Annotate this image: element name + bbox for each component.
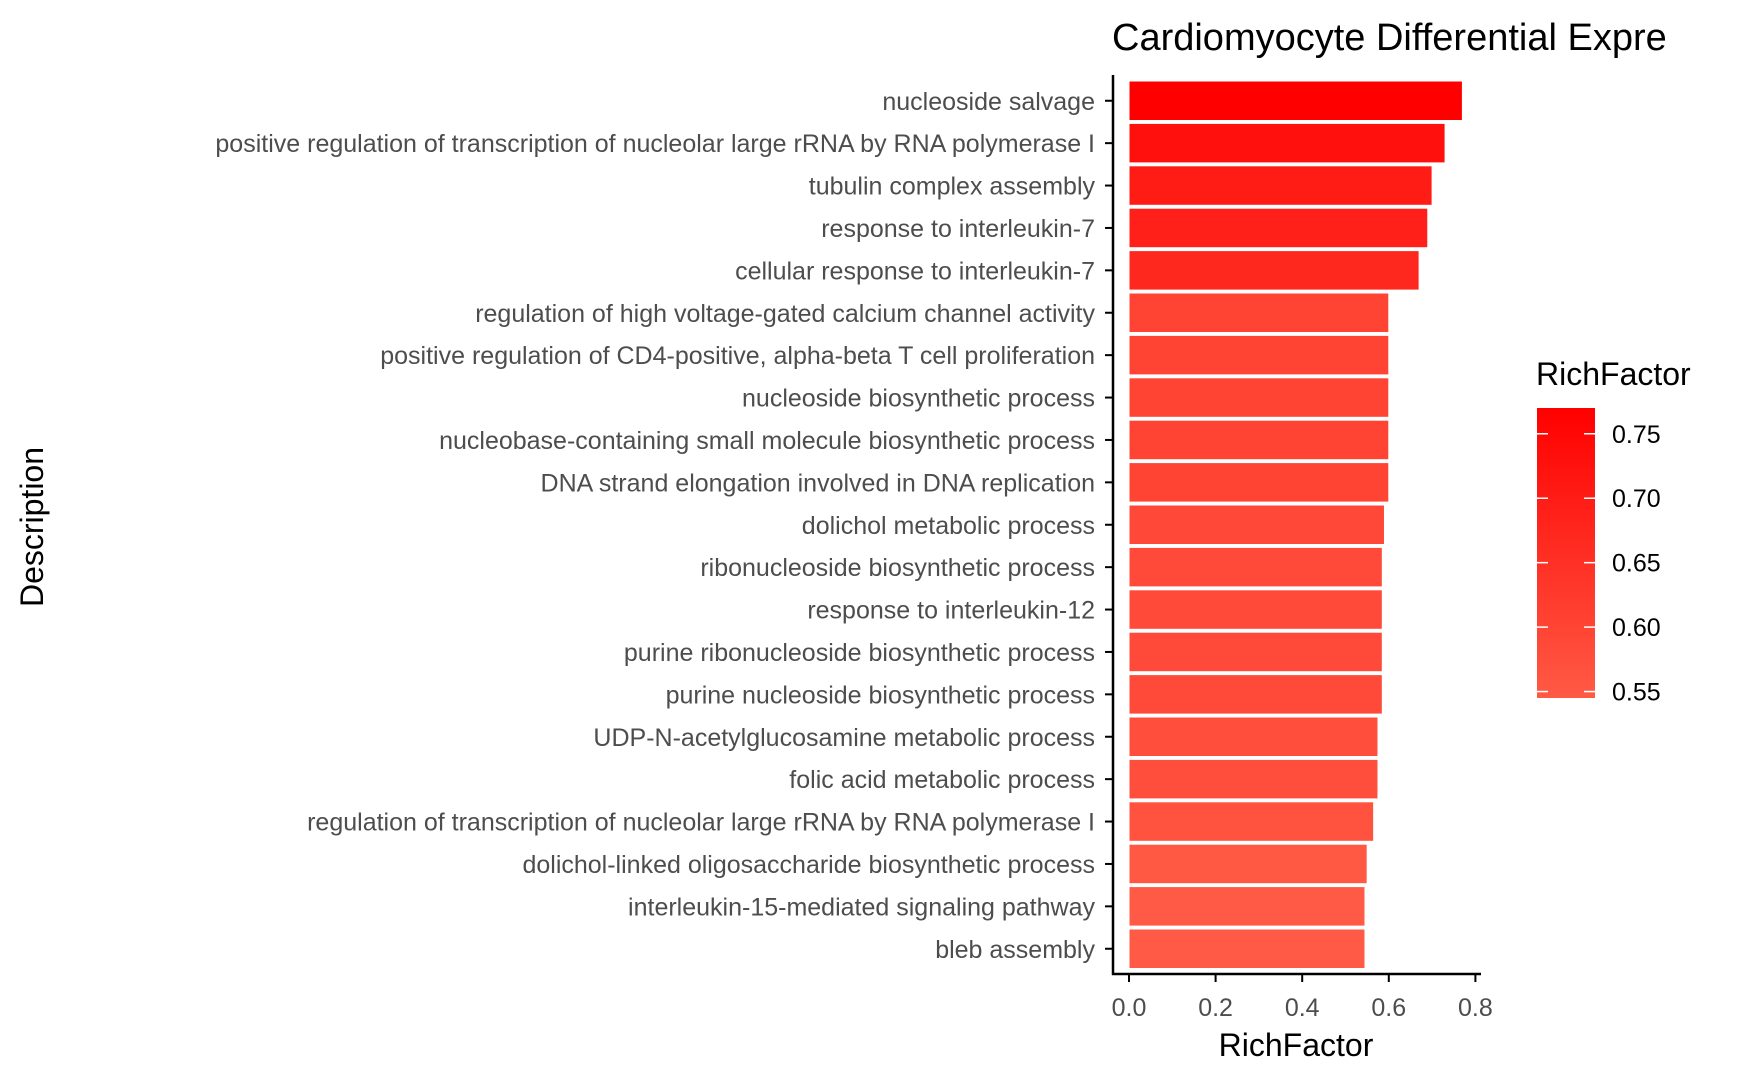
category-label: purine ribonucleoside biosynthetic proce… bbox=[624, 639, 1095, 667]
x-tick-label: 0.4 bbox=[1285, 994, 1320, 1022]
category-label: UDP-N-acetylglucosamine metabolic proces… bbox=[593, 724, 1095, 752]
bar bbox=[1128, 504, 1385, 545]
legend-label: 0.60 bbox=[1612, 614, 1661, 642]
category-label: interleukin-15-mediated signaling pathwa… bbox=[628, 893, 1095, 921]
bars-layer bbox=[1128, 80, 1463, 969]
category-label: regulation of transcription of nucleolar… bbox=[307, 809, 1095, 837]
category-label: positive regulation of CD4-positive, alp… bbox=[380, 342, 1095, 370]
bar bbox=[1128, 928, 1366, 969]
category-label: purine nucleoside biosynthetic process bbox=[666, 681, 1095, 709]
category-label: cellular response to interleukin-7 bbox=[735, 257, 1095, 285]
category-label: DNA strand elongation involved in DNA re… bbox=[541, 469, 1095, 497]
category-label: nucleoside salvage bbox=[882, 88, 1095, 116]
bar bbox=[1128, 589, 1383, 630]
bar bbox=[1128, 546, 1383, 588]
category-label: nucleoside biosynthetic process bbox=[742, 385, 1095, 413]
category-label: tubulin complex assembly bbox=[809, 173, 1096, 201]
category-labels: nucleoside salvage positive regulation of… bbox=[215, 88, 1095, 964]
category-label: nucleobase-containing small molecule bio… bbox=[439, 427, 1095, 455]
x-axis-title: RichFactor bbox=[1219, 1027, 1374, 1063]
chart-title: Cardiomyocyte Differential Expre bbox=[1112, 17, 1667, 59]
category-label: positive regulation of transcription of … bbox=[215, 130, 1095, 158]
category-label: dolichol metabolic process bbox=[802, 512, 1095, 540]
bar bbox=[1128, 462, 1390, 503]
bar bbox=[1128, 758, 1379, 800]
x-tick-label: 0.0 bbox=[1112, 994, 1147, 1022]
category-label: dolichol-linked oligosaccharide biosynth… bbox=[522, 851, 1095, 879]
category-label: response to interleukin-12 bbox=[807, 597, 1095, 625]
bar bbox=[1128, 886, 1366, 927]
bar bbox=[1128, 801, 1375, 842]
bar bbox=[1128, 122, 1446, 164]
legend-title: RichFactor bbox=[1536, 356, 1691, 392]
bar bbox=[1128, 165, 1433, 206]
x-tick-label: 0.6 bbox=[1371, 994, 1406, 1022]
legend-ticks: 0.75 0.70 0.65 0.60 0.55 bbox=[1537, 421, 1661, 707]
category-label: folic acid metabolic process bbox=[789, 766, 1095, 794]
category-label: response to interleukin-7 bbox=[821, 215, 1095, 243]
bar bbox=[1128, 207, 1429, 249]
axes: 0.0 0.2 0.4 0.6 0.8 bbox=[1105, 75, 1493, 1022]
bar bbox=[1128, 80, 1463, 121]
bar bbox=[1128, 292, 1390, 333]
bar bbox=[1128, 716, 1379, 757]
x-tick-label: 0.8 bbox=[1458, 994, 1493, 1022]
category-label: bleb assembly bbox=[935, 936, 1095, 964]
bar bbox=[1128, 843, 1368, 885]
bar bbox=[1128, 377, 1390, 418]
y-axis-title: Description bbox=[14, 447, 50, 607]
legend-label: 0.70 bbox=[1612, 485, 1661, 513]
bar bbox=[1128, 631, 1383, 673]
category-label: regulation of high voltage-gated calcium… bbox=[475, 300, 1095, 328]
legend-label: 0.55 bbox=[1612, 679, 1661, 707]
bar bbox=[1128, 419, 1390, 461]
x-tick-label: 0.2 bbox=[1198, 994, 1233, 1022]
legend-label: 0.65 bbox=[1612, 550, 1661, 578]
legend-label: 0.75 bbox=[1612, 421, 1661, 449]
legend-colorbar bbox=[1537, 408, 1595, 698]
color-legend: RichFactor 0.75 0.70 0.65 0.60 0.55 bbox=[1536, 356, 1691, 707]
bar bbox=[1128, 334, 1390, 376]
category-label: ribonucleoside biosynthetic process bbox=[700, 554, 1095, 582]
bar bbox=[1128, 674, 1383, 715]
bar bbox=[1128, 250, 1420, 291]
